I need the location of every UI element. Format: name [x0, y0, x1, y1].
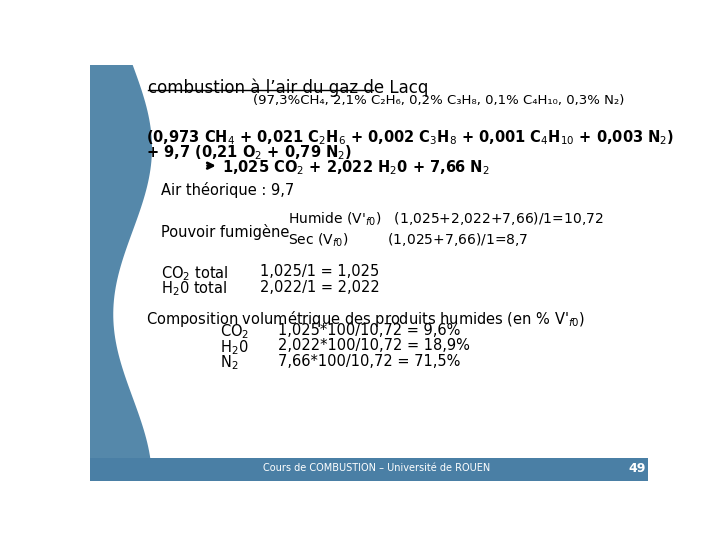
- Text: N$_2$: N$_2$: [220, 354, 239, 372]
- Text: combustion à l’air du gaz de Lacq: combustion à l’air du gaz de Lacq: [148, 79, 428, 97]
- Text: Sec (V$_{f0}$)         (1,025+7,66)/1=8,7: Sec (V$_{f0}$) (1,025+7,66)/1=8,7: [287, 232, 528, 249]
- Text: 2,022/1 = 2,022: 2,022/1 = 2,022: [261, 280, 380, 295]
- Text: Air théorique : 9,7: Air théorique : 9,7: [161, 182, 294, 198]
- Text: Pouvoir fumigène: Pouvoir fumigène: [161, 224, 289, 240]
- Text: 49: 49: [629, 462, 646, 475]
- Text: 7,66*100/10,72 = 71,5%: 7,66*100/10,72 = 71,5%: [277, 354, 460, 368]
- Text: H$_2$0 total: H$_2$0 total: [161, 280, 228, 298]
- Text: 1,025*100/10,72 = 9,6%: 1,025*100/10,72 = 9,6%: [277, 323, 460, 338]
- Text: Humide (V'$_{f0}$)   (1,025+2,022+7,66)/1=10,72: Humide (V'$_{f0}$) (1,025+2,022+7,66)/1=…: [287, 211, 603, 228]
- Text: Composition volumétrique des produits humides (en % V'$_{f0}$): Composition volumétrique des produits hu…: [145, 309, 585, 329]
- Polygon shape: [90, 65, 152, 481]
- Bar: [90, 457, 648, 481]
- Text: H$_2$0: H$_2$0: [220, 338, 248, 357]
- Text: (0,973 CH$_4$ + 0,021 C$_2$H$_6$ + 0,002 C$_3$H$_8$ + 0,001 C$_4$H$_{10}$ + 0,00: (0,973 CH$_4$ + 0,021 C$_2$H$_6$ + 0,002…: [145, 128, 674, 147]
- Text: (97,3%CH₄, 2,1% C₂H₆, 0,2% C₃H₈, 0,1% C₄H₁₀, 0,3% N₂): (97,3%CH₄, 2,1% C₂H₆, 0,2% C₃H₈, 0,1% C₄…: [253, 94, 624, 107]
- Text: 1,025/1 = 1,025: 1,025/1 = 1,025: [261, 264, 379, 279]
- Text: 1,025 CO$_2$ + 2,022 H$_2$0 + 7,66 N$_2$: 1,025 CO$_2$ + 2,022 H$_2$0 + 7,66 N$_2$: [222, 159, 490, 178]
- Text: 2,022*100/10,72 = 18,9%: 2,022*100/10,72 = 18,9%: [277, 338, 469, 353]
- Text: CO$_2$ total: CO$_2$ total: [161, 264, 229, 283]
- Text: + 9,7 (0,21 O$_2$ + 0,79 N$_2$): + 9,7 (0,21 O$_2$ + 0,79 N$_2$): [145, 143, 352, 162]
- Text: CO$_2$: CO$_2$: [220, 323, 249, 341]
- Text: Cours de COMBUSTION – Université de ROUEN: Cours de COMBUSTION – Université de ROUE…: [263, 463, 490, 473]
